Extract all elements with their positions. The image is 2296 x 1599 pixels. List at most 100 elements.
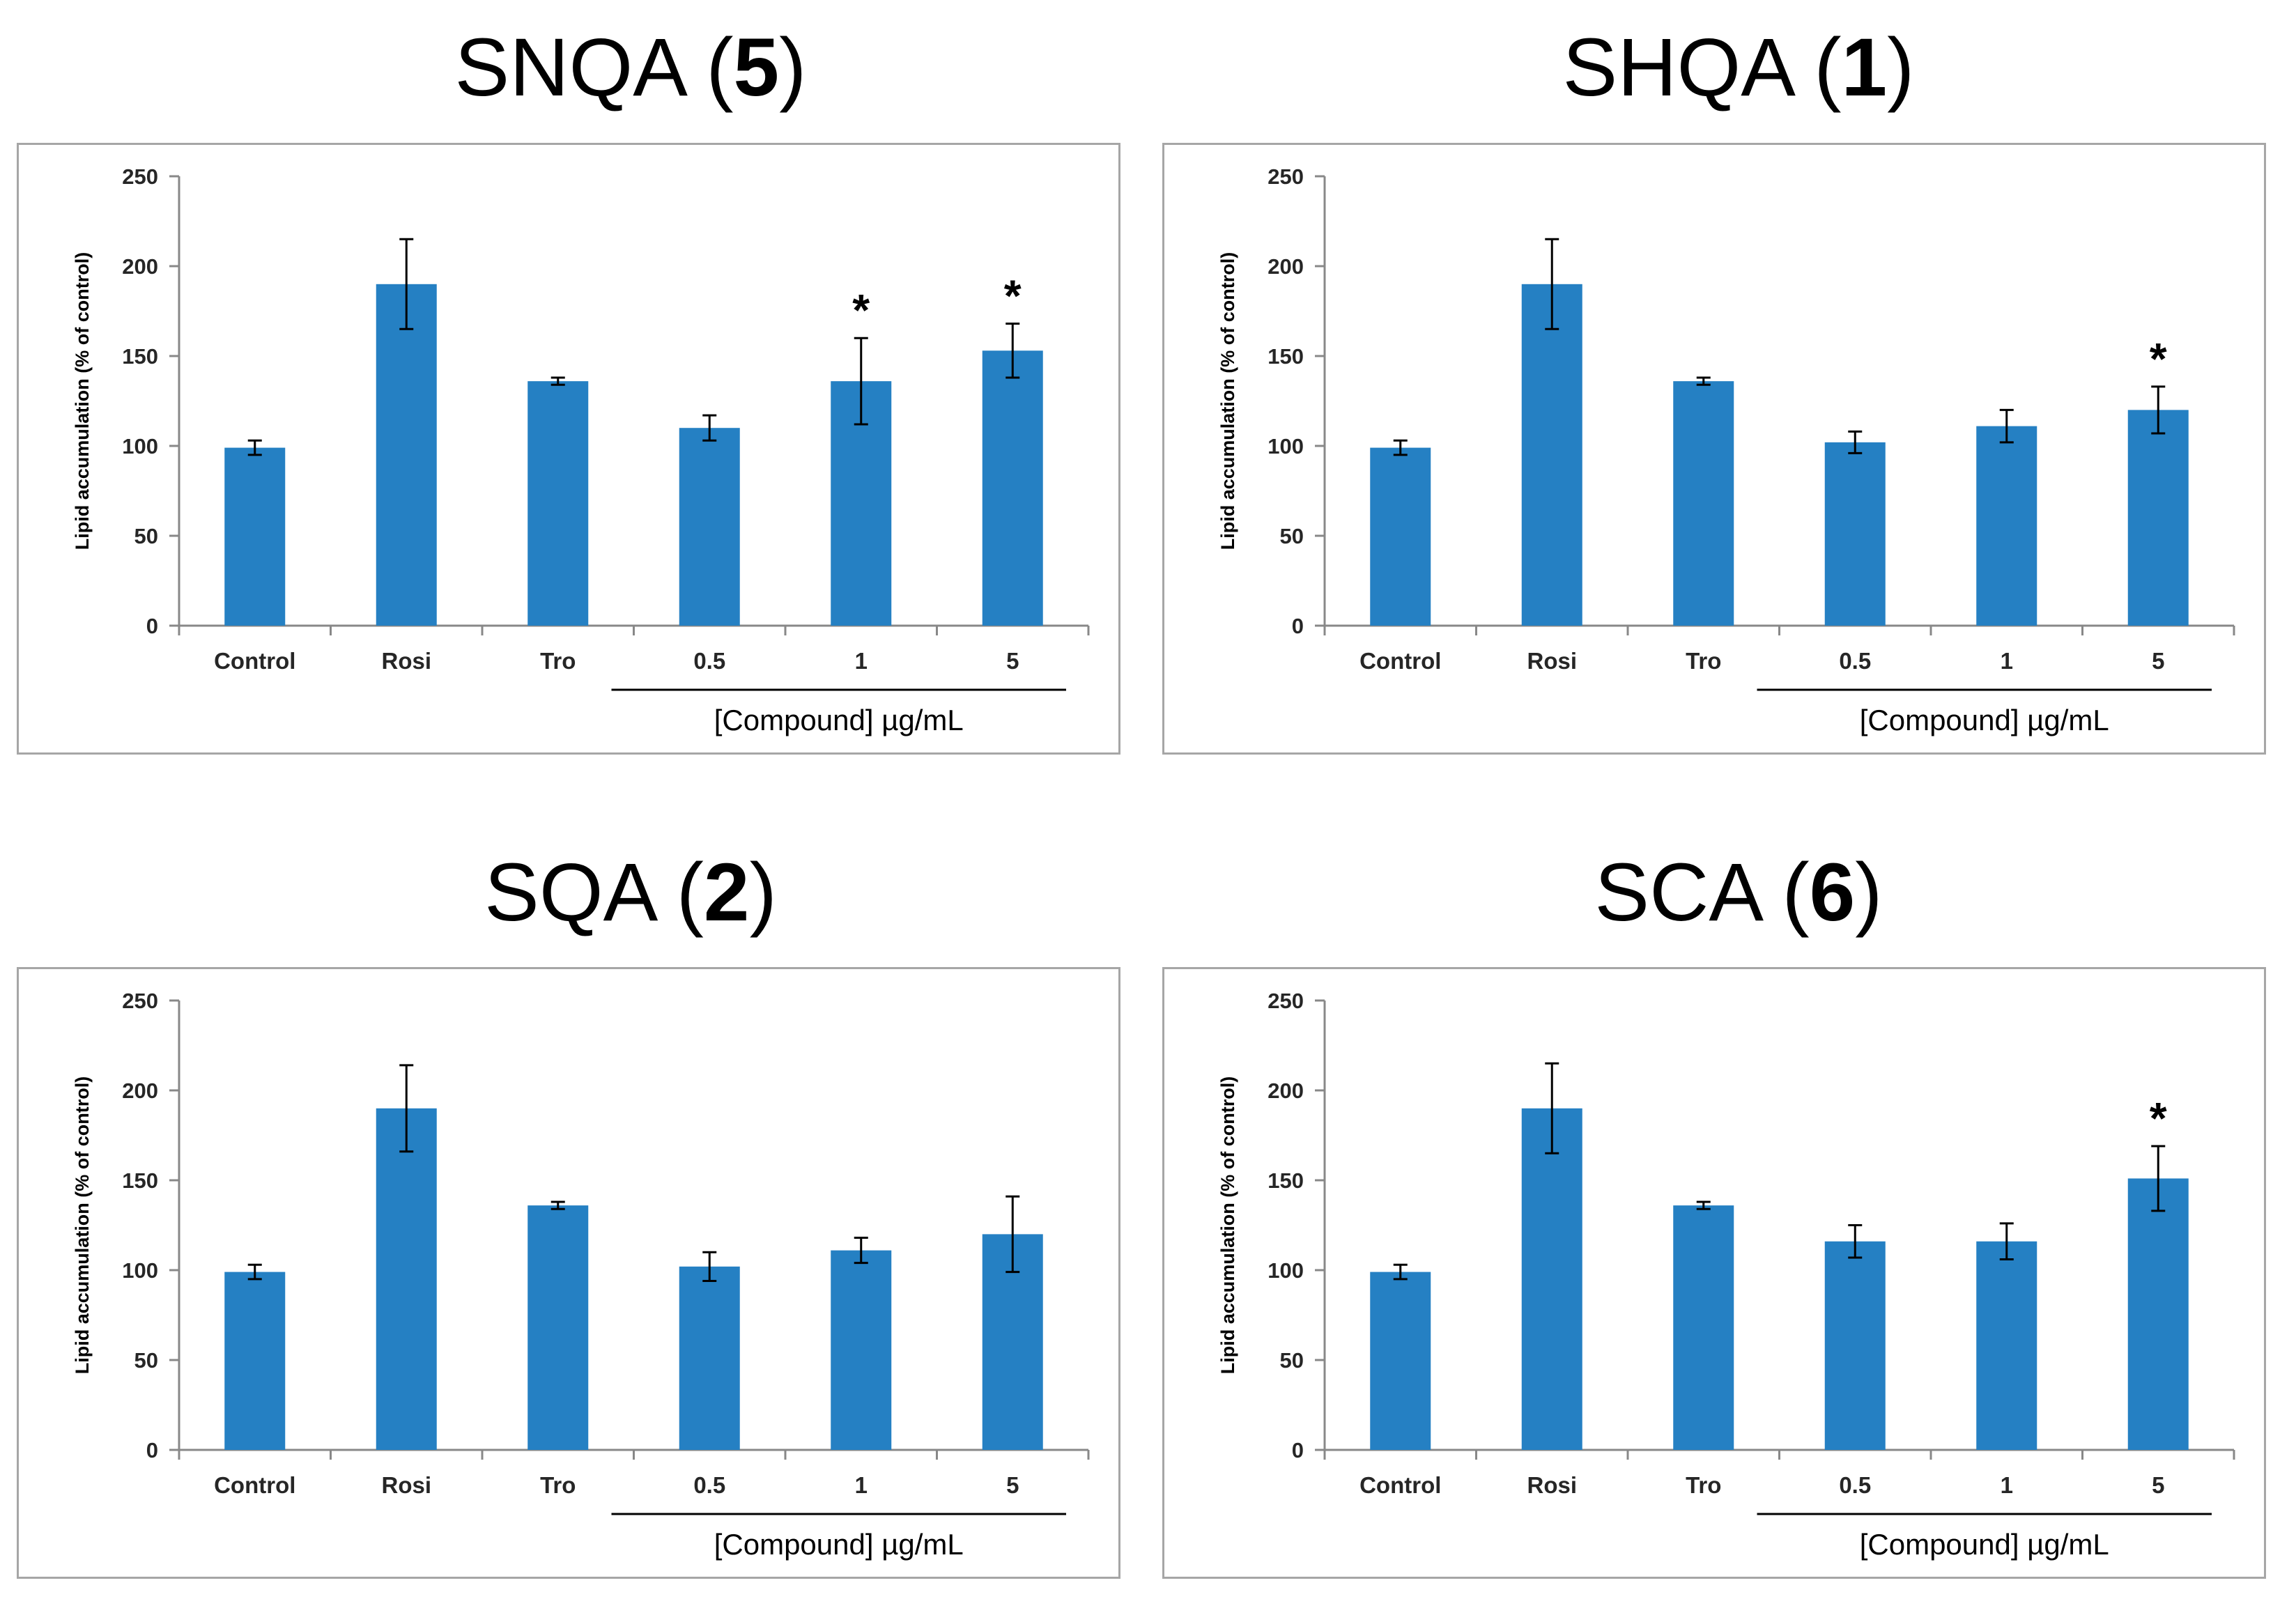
y-tick-label: 0: [146, 614, 158, 638]
y-tick-label: 100: [122, 1258, 158, 1283]
y-tick-label: 100: [122, 434, 158, 458]
y-axis-title: Lipid accumulation (% of control): [1217, 1076, 1238, 1375]
panel-title-name: SNQA: [454, 22, 684, 114]
x-tick-label: 5: [2152, 1472, 2164, 1498]
bar: [1370, 447, 1431, 626]
x-tick-label: Tro: [540, 1472, 576, 1498]
significance-asterisk: *: [2150, 334, 2167, 384]
significance-asterisk: *: [852, 285, 870, 335]
y-tick-label: 50: [134, 1348, 158, 1373]
y-tick-label: 150: [122, 344, 158, 369]
chart-frame: 0 50 100 150 200 250 Lipid accumulation (% of …: [17, 967, 1120, 1579]
x-tick-label: 5: [1006, 648, 1019, 674]
y-tick-label: 200: [122, 254, 158, 279]
y-tick-label: 250: [122, 989, 158, 1013]
x-tick-label: 0.5: [693, 648, 725, 674]
panel-title-number: 2: [703, 847, 750, 938]
x-tick-label: 0.5: [1839, 648, 1871, 674]
bar: [2127, 410, 2189, 626]
x-tick-label: 0.5: [1839, 1472, 1871, 1498]
bar-chart: 0 50 100 150 200 250 Lipid accumulation (% of …: [72, 989, 1090, 1561]
x-tick-label: Rosi: [1527, 1472, 1577, 1498]
x-tick-label: Control: [1359, 1472, 1441, 1498]
x-axis-title: [Compound] µg/mL: [1860, 704, 2109, 736]
x-tick-label: Rosi: [381, 648, 431, 674]
x-tick-label: Tro: [1686, 648, 1721, 674]
bar: [224, 447, 286, 626]
bar: [2127, 1178, 2189, 1450]
panel-title-name: SHQA: [1562, 22, 1792, 114]
bar: [527, 381, 589, 626]
x-tick-label: Control: [214, 648, 295, 674]
x-tick-label: 1: [855, 1472, 868, 1498]
bar: [376, 1108, 437, 1450]
x-tick-label: Rosi: [381, 1472, 431, 1498]
bar: [1976, 426, 2037, 626]
panel-title: SNQA (5): [454, 22, 807, 114]
x-tick-label: 5: [1006, 1472, 1019, 1498]
x-tick-label: 5: [2152, 648, 2164, 674]
significance-asterisk: *: [2150, 1093, 2167, 1143]
y-tick-label: 50: [1280, 524, 1304, 548]
chart-frame: 0 50 100 150 200 250 Lipid accumulation (% of …: [1162, 143, 2266, 755]
y-tick-label: 150: [122, 1168, 158, 1193]
bar: [1370, 1272, 1431, 1450]
y-tick-label: 250: [122, 164, 158, 189]
y-tick-label: 200: [1268, 1079, 1304, 1103]
panel-title: SCA (6): [1594, 847, 1883, 938]
panel-title: SQA (2): [484, 847, 777, 938]
bar-chart: 0 50 100 150 200 250 Lipid accumulation (% of …: [1217, 989, 2235, 1561]
chart-frame: 0 50 100 150 200 250 Lipid accumulation (% of …: [1162, 967, 2266, 1579]
bar-chart: 0 50 100 150 200 250 Lipid accumulation (% of …: [1217, 164, 2235, 736]
y-axis-title: Lipid accumulation (% of control): [72, 252, 93, 550]
x-axis-title: [Compound] µg/mL: [714, 704, 964, 736]
y-axis-title: Lipid accumulation (% of control): [1217, 252, 1238, 550]
x-tick-label: 0.5: [693, 1472, 725, 1498]
y-tick-label: 100: [1268, 1258, 1304, 1283]
panel-title: SHQA (1): [1562, 22, 1915, 114]
panel-title-number: 6: [1809, 847, 1856, 938]
x-axis-title: [Compound] µg/mL: [1860, 1528, 2109, 1561]
panel-title-name: SQA: [484, 847, 654, 938]
bar-chart: 0 50 100 150 200 250 Lipid accumulation (% of …: [72, 164, 1090, 736]
y-tick-label: 150: [1268, 344, 1304, 369]
bar: [1824, 442, 1886, 626]
bar: [376, 284, 437, 626]
panel-title-number: 1: [1841, 22, 1888, 114]
bar: [831, 1250, 892, 1450]
y-tick-label: 200: [1268, 254, 1304, 279]
x-tick-label: 1: [2001, 1472, 2013, 1498]
bar: [1521, 1108, 1582, 1450]
x-tick-label: 1: [855, 648, 868, 674]
chart-frame: 0 50 100 150 200 250 Lipid accumulation (% of …: [17, 143, 1120, 755]
x-axis-title: [Compound] µg/mL: [714, 1528, 964, 1561]
panel-title-number: 5: [733, 22, 780, 114]
bar: [1673, 381, 1734, 626]
x-tick-label: Tro: [540, 648, 576, 674]
bar: [224, 1272, 286, 1450]
bar: [679, 1266, 740, 1450]
bar: [982, 350, 1043, 626]
significance-asterisk: *: [1004, 271, 1022, 321]
y-tick-label: 200: [122, 1079, 158, 1103]
bar: [527, 1205, 589, 1450]
x-tick-label: 1: [2001, 648, 2013, 674]
y-tick-label: 150: [1268, 1168, 1304, 1193]
x-tick-label: Rosi: [1527, 648, 1577, 674]
bar: [1521, 284, 1582, 626]
y-tick-label: 0: [1292, 614, 1304, 638]
y-axis-title: Lipid accumulation (% of control): [72, 1076, 93, 1375]
y-tick-label: 250: [1268, 989, 1304, 1013]
panel-title-name: SCA: [1594, 847, 1759, 938]
bar: [679, 428, 740, 626]
y-tick-label: 250: [1268, 164, 1304, 189]
y-tick-label: 0: [146, 1438, 158, 1462]
y-tick-label: 50: [1280, 1348, 1304, 1373]
bar: [1824, 1241, 1886, 1450]
x-tick-label: Control: [214, 1472, 295, 1498]
y-tick-label: 100: [1268, 434, 1304, 458]
x-tick-label: Control: [1359, 648, 1441, 674]
bar: [1673, 1205, 1734, 1450]
y-tick-label: 0: [1292, 1438, 1304, 1462]
x-tick-label: Tro: [1686, 1472, 1721, 1498]
